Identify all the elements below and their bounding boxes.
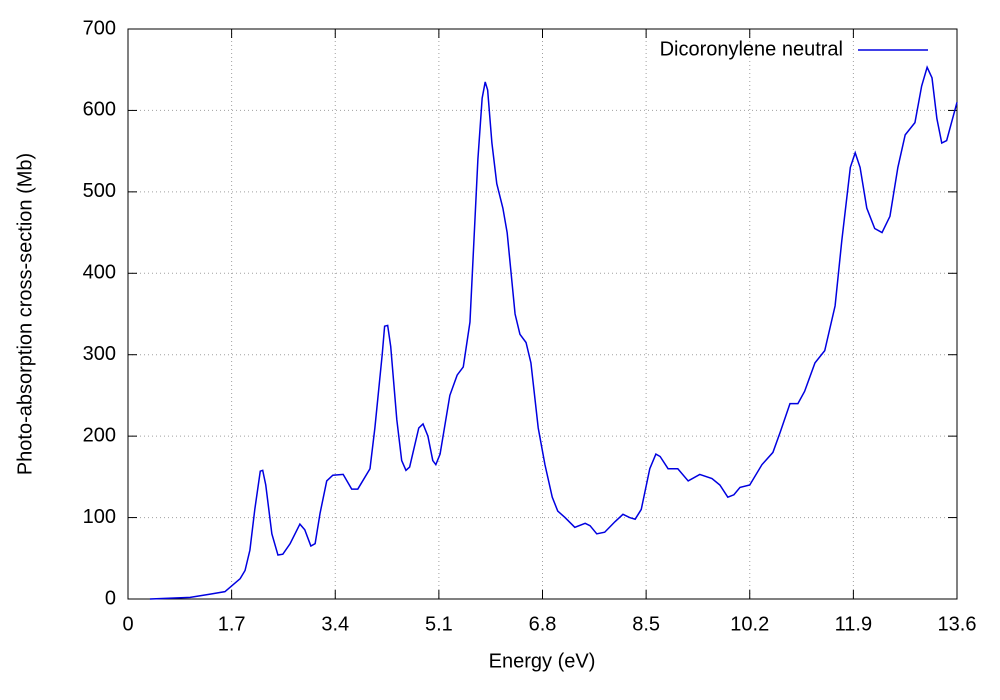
x-tick-label: 5.1 [425,613,453,635]
x-tick-label: 6.8 [529,613,557,635]
x-tick-label: 10.2 [730,613,769,635]
y-tick-label: 600 [83,99,116,121]
y-axis-label: Photo-absorption cross-section (Mb) [14,153,36,475]
y-tick-label: 0 [105,587,116,609]
x-tick-label: 3.4 [321,613,349,635]
y-tick-label: 200 [83,424,116,446]
x-tick-label: 8.5 [632,613,660,635]
legend-label: Dicoronylene neutral [660,38,843,60]
x-axis-label: Energy (eV) [489,650,596,672]
y-tick-label: 500 [83,180,116,202]
plot-frame [127,28,958,600]
x-tick-label: 11.9 [835,613,872,635]
x-tick-label: 1.7 [218,613,246,635]
x-tick-label: 0 [122,613,133,635]
x-tick-label: 13.6 [938,613,977,635]
y-tick-label: 700 [83,17,116,39]
y-tick-label: 400 [83,262,116,284]
y-tick-label: 100 [83,506,116,528]
y-tick-label: 300 [83,343,116,365]
data-line [149,65,958,600]
